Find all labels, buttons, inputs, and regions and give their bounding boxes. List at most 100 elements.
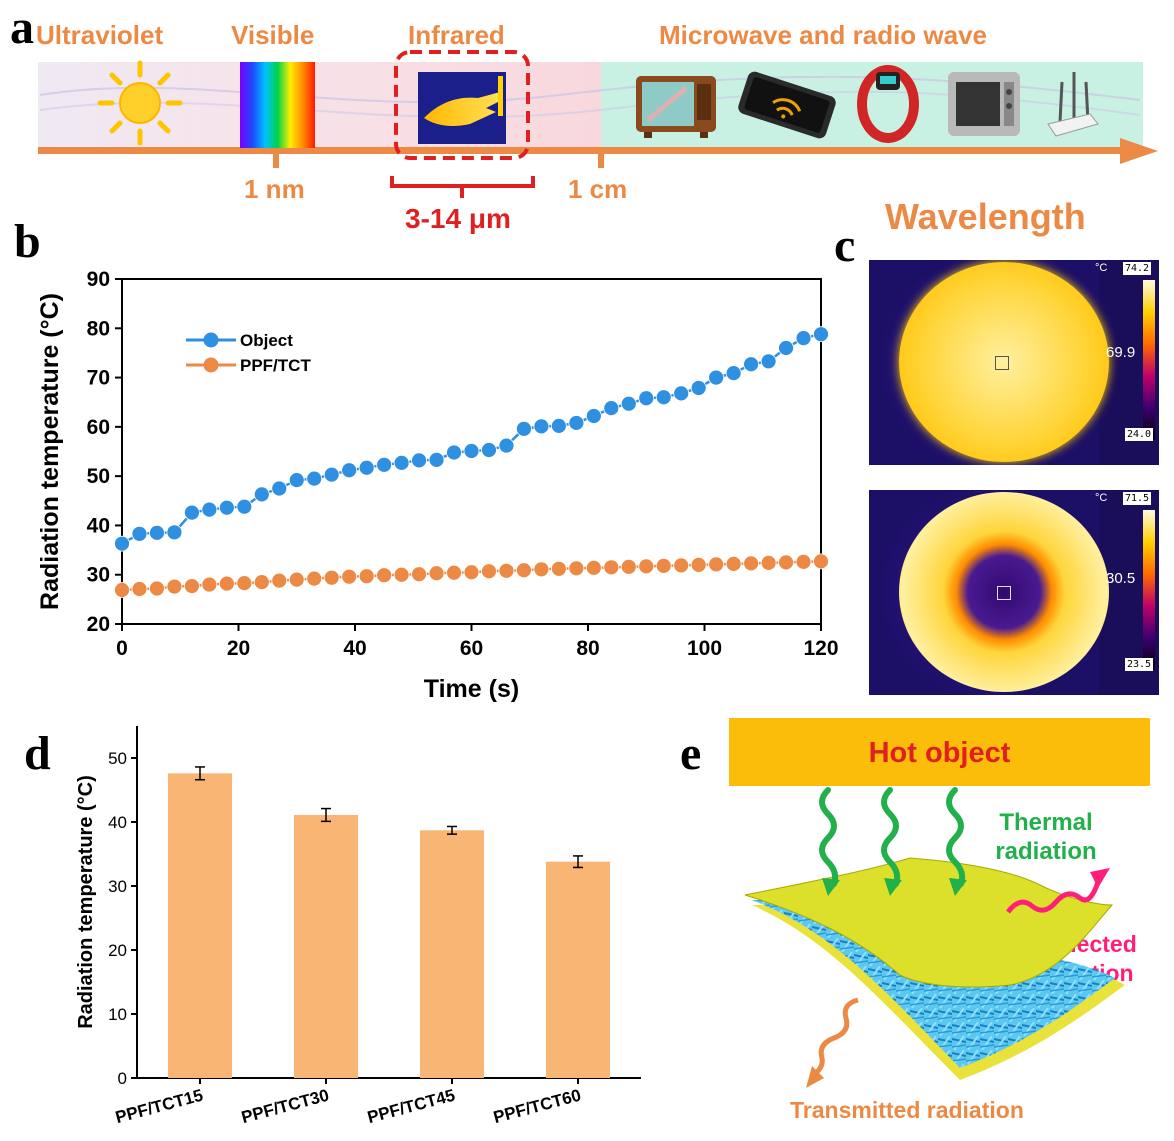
data-point [428,565,445,582]
smartwatch-icon [857,65,919,143]
data-point [778,554,794,571]
data-point [498,562,515,579]
legend-marker-1 [203,357,219,373]
data-point [218,499,235,516]
thermal-min-top: 24.0 [1125,428,1154,441]
data-point [690,380,707,396]
data-point [813,553,829,570]
data-point [446,564,462,581]
rainbow-icon [240,62,315,148]
data-point [463,443,480,459]
region-label-radio: Microwave and radio wave [659,20,988,50]
crosshair-icon [997,586,1011,600]
data-point [288,472,305,488]
thermal-arrow-1 [819,787,839,887]
data-point [813,326,829,343]
data-point [253,486,270,503]
data-point [166,524,183,541]
data-point [358,568,375,585]
data-point [743,356,759,373]
transmitted-arrow [810,997,859,1079]
thermal-unit-bottom: °C [1095,492,1108,504]
y-tick-label: 20 [108,941,127,960]
ir-highlight-box [394,50,530,160]
region-label-visible: Visible [231,20,315,50]
data-point [358,459,375,476]
y-tick-label: 20 [87,613,110,636]
data-point [481,563,497,580]
thermal-center-bottom: 30.5 [1106,570,1136,587]
y-tick-label: 50 [108,749,127,768]
data-point [795,554,812,570]
data-point [760,353,777,370]
panel-label-a: a [10,1,34,54]
tv-icon [636,76,716,138]
y-tick-label: 30 [87,564,110,587]
data-point [620,558,637,575]
data-point [655,557,672,574]
data-point [533,561,550,578]
hot-object-block [729,718,1150,786]
data-point [516,562,532,579]
data-point [218,575,235,592]
data-point [620,395,637,412]
ir-range-label: 3-14 μm [405,203,511,234]
legend-marker-0 [203,332,219,348]
data-point [585,408,602,424]
y-axis-label: Radiation temperature (°C) [75,775,97,1029]
x-tick-label: 60 [460,637,483,660]
data-point [376,456,393,473]
data-point [498,437,515,454]
data-point [114,582,130,598]
data-point [393,454,410,471]
panel-label-c: c [834,219,856,272]
data-point [655,389,672,406]
data-point [778,340,794,356]
reflected-arrow [1006,881,1101,914]
tick-label-1cm: 1 cm [568,174,628,204]
data-point [795,330,812,347]
region-label-uv: Ultraviolet [36,20,164,50]
data-point [131,525,148,542]
hot-object-label: Hot object [868,737,1011,769]
data-point [550,560,567,577]
oven-icon [948,72,1020,136]
data-point [183,504,200,521]
y-tick-label: 40 [87,514,110,537]
panel-label-b: b [14,215,41,268]
hot-ring [899,492,1109,692]
data-point [638,390,655,407]
y-tick-label: 80 [87,317,110,340]
data-point [446,444,462,461]
spectrum-graphics [38,50,1158,198]
data-point [603,559,620,576]
data-point [288,571,305,588]
data-point [183,578,200,594]
color-scale-bar [1143,280,1155,440]
router-icon [1047,72,1099,137]
data-point [341,462,358,479]
data-point [603,400,620,417]
color-scale-bar [1143,510,1155,670]
data-point [114,535,130,552]
axis-arrowhead-icon [1120,138,1158,164]
data-point [166,578,183,595]
wavelength-axis-line [38,147,1128,154]
data-point [201,501,218,518]
transmitted-radiation-label: Transmitted radiation [790,1097,1024,1123]
y-tick-label: 30 [108,877,127,896]
tick-label-1nm: 1 nm [244,174,305,204]
crosshair-icon [995,356,1009,370]
data-point [341,568,358,585]
y-tick-label: 0 [118,1069,127,1088]
data-point [481,442,497,458]
thermal-unit-top: °C [1095,262,1108,274]
thermal-center-top: 69.9 [1106,344,1136,361]
data-point [306,570,323,587]
bar [168,773,232,1078]
data-point [271,480,288,497]
data-point [673,385,690,402]
